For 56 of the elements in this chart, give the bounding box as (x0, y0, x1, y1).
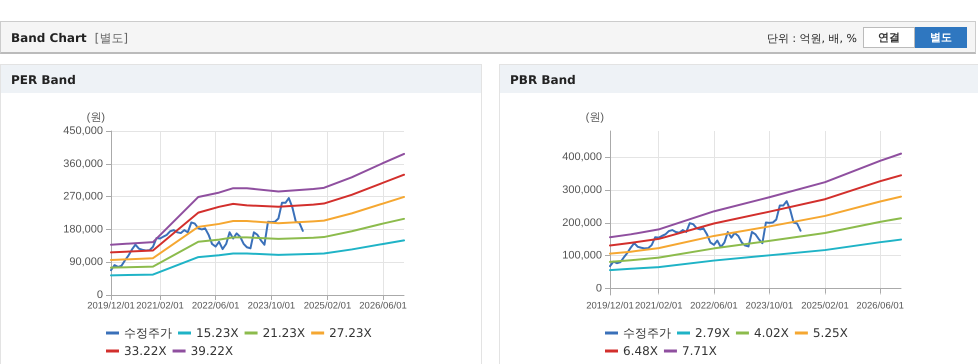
legend-label: 7.71X (682, 344, 717, 358)
text: 연결 (863, 27, 915, 48)
x-tick-label: 2023/10/01 (248, 300, 296, 312)
legend-label: 5.25X (812, 326, 848, 340)
line-series (609, 152, 902, 238)
text: 별도 (915, 27, 967, 48)
legend-label: 27.23X (329, 326, 372, 340)
text: [별도] (94, 31, 128, 45)
legend-label: 수정주가 (623, 326, 671, 340)
x-tick-label: 2019/12/01 (87, 300, 135, 312)
y-axis-title: (원) (586, 112, 604, 124)
x-tick-label: 2022/06/01 (192, 300, 240, 312)
x-tick-label: 2025/02/01 (801, 300, 849, 312)
legend-label: 33.22X (124, 344, 167, 358)
y-tick-label: 90,000 (69, 256, 103, 268)
line-series (110, 196, 405, 262)
line-series (110, 197, 304, 272)
y-tick-label: 0 (96, 289, 103, 301)
x-tick-label: 2025/02/01 (304, 300, 352, 312)
line-series (609, 238, 902, 272)
x-tick-label: 2026/06/01 (359, 300, 407, 312)
y-tick-label: 300,000 (562, 184, 602, 196)
legend-label: 21.23X (262, 326, 306, 340)
y-tick-label: 450,000 (63, 125, 103, 137)
y-tick-label: 400,000 (562, 151, 602, 164)
line-series (609, 200, 802, 268)
y-tick-label: 200,000 (562, 216, 602, 229)
line-series (609, 217, 902, 263)
line-series (609, 196, 902, 255)
legend-label: 15.23X (196, 326, 239, 340)
y-tick-label: 180,000 (63, 223, 103, 236)
y-tick-label: 360,000 (63, 158, 103, 170)
text: Band Chart (11, 31, 87, 45)
chart-title: PER Band (1, 65, 481, 93)
y-tick-label: 100,000 (562, 250, 602, 262)
line-series (110, 174, 405, 254)
line-series (110, 218, 405, 269)
text: 단위 : 억원, 배, % (766, 31, 857, 46)
y-axis-title: (원) (86, 112, 105, 124)
line-series (110, 239, 405, 276)
x-tick-label: 2023/10/01 (746, 300, 794, 312)
x-tick-label: 2022/06/01 (690, 300, 738, 312)
y-tick-label: 270,000 (63, 190, 103, 203)
x-tick-label: 2019/12/01 (586, 300, 634, 312)
line-series (110, 152, 405, 246)
legend-label: 6.48X (623, 344, 658, 358)
y-tick-label: 0 (596, 282, 602, 294)
line-series (609, 174, 902, 246)
legend-label: 4.02X (754, 326, 789, 340)
x-tick-label: 2021/02/01 (136, 300, 184, 312)
x-tick-label: 2021/02/01 (634, 300, 682, 312)
legend-label: 2.79X (695, 326, 730, 340)
legend-label: 39.22X (190, 344, 234, 358)
x-tick-label: 2026/06/01 (856, 300, 904, 312)
legend-label: 수정주가 (124, 326, 172, 340)
chart-title: PBR Band (500, 65, 978, 93)
